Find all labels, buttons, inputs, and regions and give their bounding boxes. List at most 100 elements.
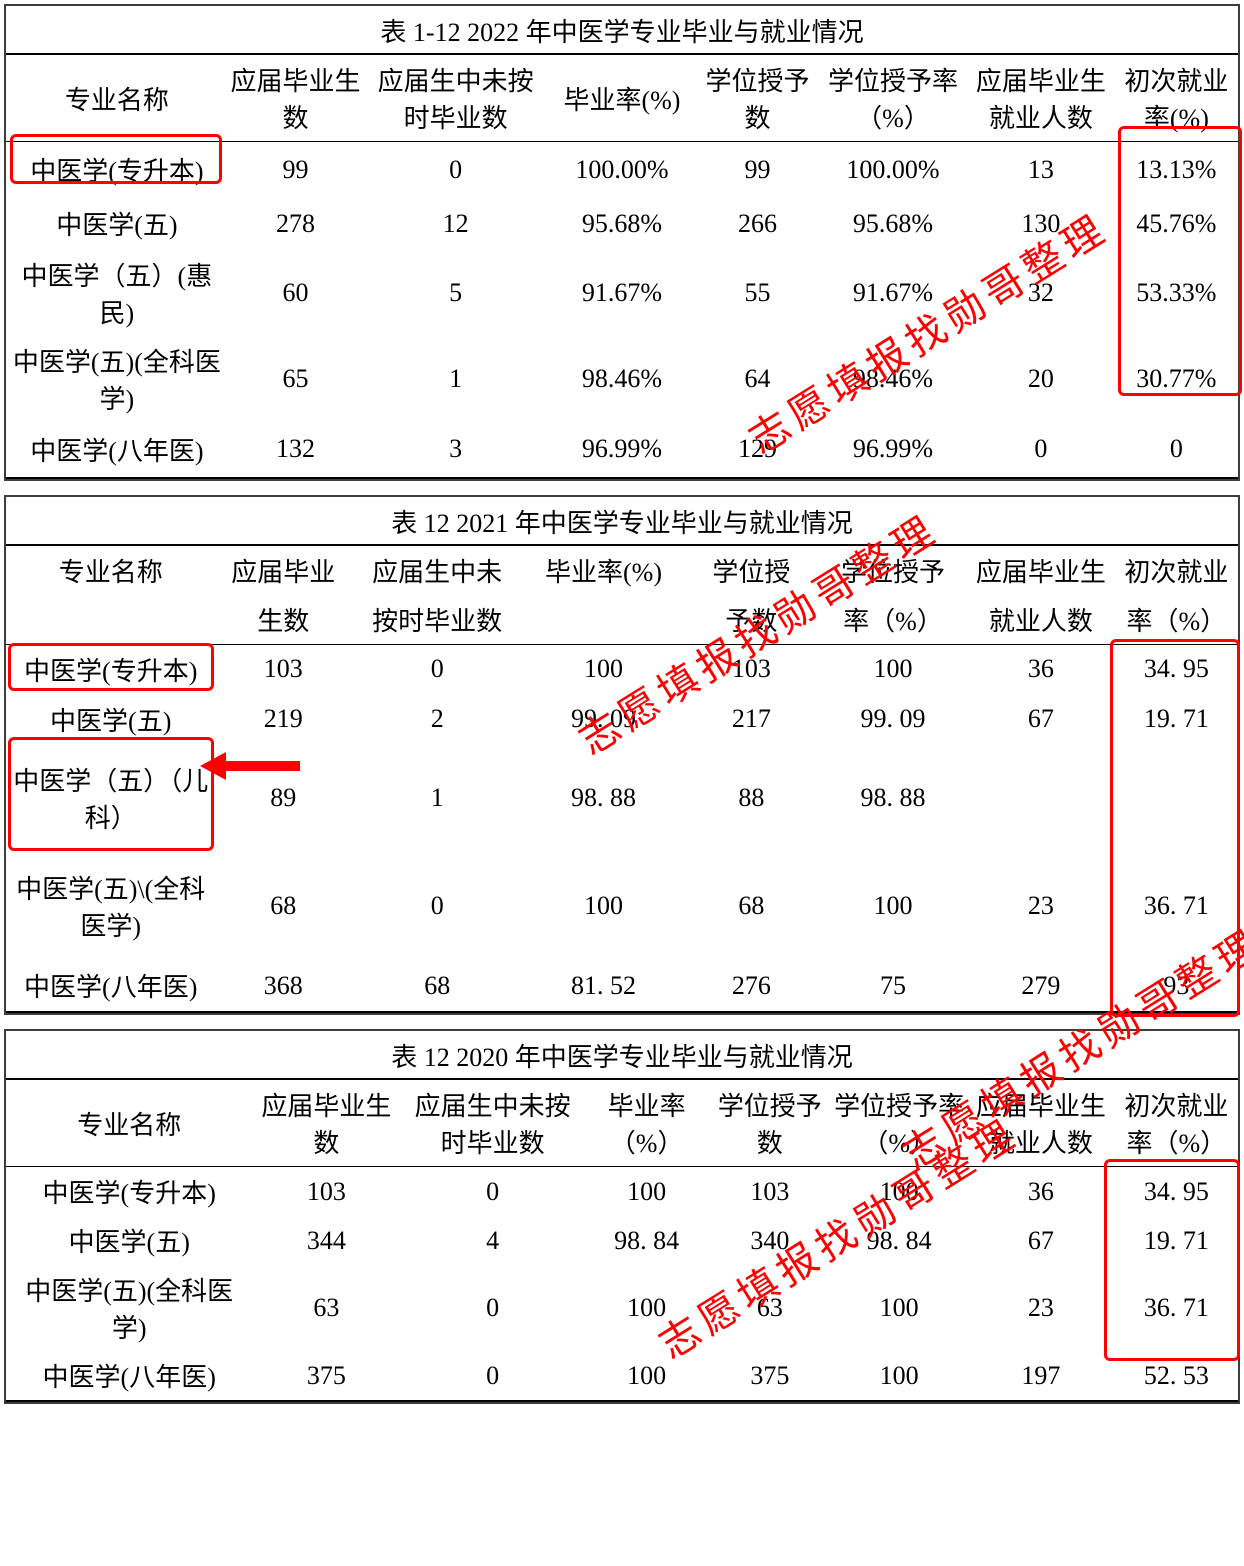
value-cell: 91.67% xyxy=(819,250,967,336)
data-table: 专业名称应届毕业生数应届生中未按时毕业数毕业率（%）学位授予数学位授予率（%）应… xyxy=(6,1078,1238,1402)
table-row: 中医学(五)344498. 8434098. 846719. 71 xyxy=(6,1216,1238,1265)
column-header: 率（%） xyxy=(1115,595,1238,645)
major-name-cell: 中医学(八年医) xyxy=(6,422,228,478)
value-cell: 99. 09 xyxy=(523,694,683,744)
value-cell: 98. 88 xyxy=(523,744,683,852)
data-table: 专业名称应届毕业生数应届生中未按时毕业数毕业率(%)学位授予数学位授予率（%）应… xyxy=(6,53,1238,479)
column-header: 学位授予 xyxy=(819,545,967,595)
column-header: 率（%） xyxy=(819,595,967,645)
column-header: 应届毕业生就业人数 xyxy=(967,1079,1115,1167)
column-header: 毕业率（%） xyxy=(585,1079,708,1167)
value-cell: 19. 71 xyxy=(1115,694,1238,744)
value-cell: 96.99% xyxy=(548,422,696,478)
value-cell: 64 xyxy=(696,336,819,422)
value-cell: 36 xyxy=(967,1167,1115,1217)
table-caption: 表 1-12 2022 年中医学专业毕业与就业情况 xyxy=(6,6,1238,53)
value-cell: 98. 84 xyxy=(831,1216,967,1265)
column-header: 毕业率(%) xyxy=(523,545,683,595)
table-card-0: 表 1-12 2022 年中医学专业毕业与就业情况专业名称应届毕业生数应届生中未… xyxy=(4,4,1240,481)
value-cell: 32 xyxy=(967,250,1115,336)
value-cell: 95.68% xyxy=(548,198,696,250)
value-cell: 100 xyxy=(523,644,683,694)
major-name-cell: 中医学(五) xyxy=(6,694,215,744)
value-cell: 375 xyxy=(252,1351,400,1401)
column-header: 应届生中未 xyxy=(351,545,523,595)
value-cell: 103 xyxy=(215,644,351,694)
value-cell: 266 xyxy=(696,198,819,250)
value-cell: 1 xyxy=(351,744,523,852)
column-header: 应届毕业 xyxy=(215,545,351,595)
table-row: 中医学(五)\(全科医学)680100681002336. 71 xyxy=(6,852,1238,960)
value-cell: 20 xyxy=(967,336,1115,422)
value-cell: 4 xyxy=(400,1216,585,1265)
value-cell: 65 xyxy=(228,336,364,422)
column-header: 应届毕业生就业人数 xyxy=(967,54,1115,142)
value-cell: 344 xyxy=(252,1216,400,1265)
column-header: 应届生中未按时毕业数 xyxy=(400,1079,585,1167)
column-header xyxy=(523,595,683,645)
table-row: 中医学(专升本)10301001031003634. 95 xyxy=(6,1167,1238,1217)
column-header: 毕业率(%) xyxy=(548,54,696,142)
major-name-cell: 中医学（五）(惠民) xyxy=(6,250,228,336)
column-header: 就业人数 xyxy=(967,595,1115,645)
table-row: 中医学(五)(全科医学)65198.46%6498.46%2030.77% xyxy=(6,336,1238,422)
column-header: 应届毕业生数 xyxy=(228,54,364,142)
column-header: 学位授予率（%） xyxy=(831,1079,967,1167)
value-cell: 45.76% xyxy=(1115,198,1238,250)
major-name-cell: 中医学(五)\(全科医学) xyxy=(6,852,215,960)
value-cell: 276 xyxy=(684,960,820,1012)
column-header: 学位授 xyxy=(684,545,820,595)
value-cell: 0 xyxy=(400,1351,585,1401)
value-cell: 36 xyxy=(967,644,1115,694)
value-cell: 217 xyxy=(684,694,820,744)
value-cell: 91.67% xyxy=(548,250,696,336)
value-cell: 100 xyxy=(585,1265,708,1351)
value-cell xyxy=(1115,744,1238,852)
value-cell: 219 xyxy=(215,694,351,744)
major-name-cell: 中医学(五) xyxy=(6,198,228,250)
value-cell: 55 xyxy=(696,250,819,336)
value-cell: 53.33% xyxy=(1115,250,1238,336)
value-cell: 0 xyxy=(351,644,523,694)
major-name-cell: 中医学(专升本) xyxy=(6,142,228,198)
column-header: 初次就业 xyxy=(1115,545,1238,595)
column-header: 专业名称 xyxy=(6,545,215,595)
column-header: 应届毕业生数 xyxy=(252,1079,400,1167)
major-name-cell: 中医学（五）（儿科） xyxy=(6,744,215,852)
column-header: 按时毕业数 xyxy=(351,595,523,645)
value-cell: 34. 95 xyxy=(1115,1167,1238,1217)
value-cell: 100 xyxy=(585,1167,708,1217)
value-cell: 63 xyxy=(252,1265,400,1351)
value-cell: 98.46% xyxy=(819,336,967,422)
value-cell: 13 xyxy=(967,142,1115,198)
value-cell: 2 xyxy=(351,694,523,744)
table-caption: 表 12 2020 年中医学专业毕业与就业情况 xyxy=(6,1031,1238,1078)
major-name-cell: 中医学(五)(全科医学) xyxy=(6,1265,252,1351)
value-cell: 103 xyxy=(708,1167,831,1217)
value-cell: 13.13% xyxy=(1115,142,1238,198)
value-cell: 98.46% xyxy=(548,336,696,422)
column-header: 应届毕业生 xyxy=(967,545,1115,595)
table-row: 中医学(五)2781295.68%26695.68%13045.76% xyxy=(6,198,1238,250)
value-cell: 279 xyxy=(967,960,1115,1012)
value-cell: 1 xyxy=(363,336,548,422)
column-header xyxy=(6,595,215,645)
table-row: 中医学（五）（儿科）89198. 888898. 88 xyxy=(6,744,1238,852)
column-header: 予数 xyxy=(684,595,820,645)
value-cell: 100 xyxy=(585,1351,708,1401)
value-cell: 67 xyxy=(967,1216,1115,1265)
value-cell: 100 xyxy=(523,852,683,960)
value-cell: 19. 71 xyxy=(1115,1216,1238,1265)
major-name-cell: 中医学(五)(全科医学) xyxy=(6,336,228,422)
value-cell: 36. 71 xyxy=(1115,1265,1238,1351)
value-cell: 100 xyxy=(831,1351,967,1401)
column-header: 学位授予数 xyxy=(696,54,819,142)
value-cell: 34. 95 xyxy=(1115,644,1238,694)
column-header: 专业名称 xyxy=(6,1079,252,1167)
value-cell: 132 xyxy=(228,422,364,478)
value-cell: 278 xyxy=(228,198,364,250)
major-name-cell: 中医学(五) xyxy=(6,1216,252,1265)
value-cell: 3 xyxy=(363,422,548,478)
column-header: 应届生中未按时毕业数 xyxy=(363,54,548,142)
major-name-cell: 中医学(专升本) xyxy=(6,1167,252,1217)
